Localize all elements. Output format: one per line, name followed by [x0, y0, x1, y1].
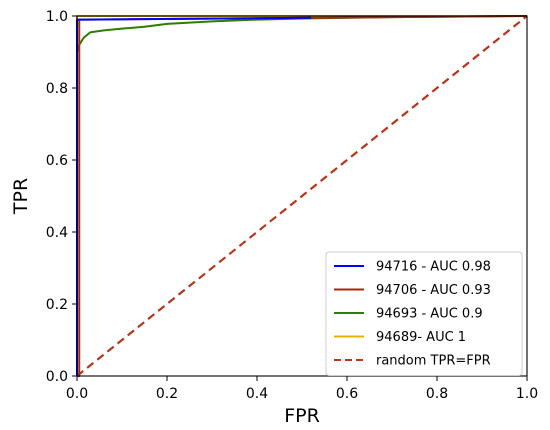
series-line: [76, 15, 528, 377]
x-tick-label: 0.2: [156, 386, 178, 402]
x-tick-label: 0.4: [246, 386, 268, 402]
legend-entry: 94693 - AUC 0.9: [334, 307, 483, 322]
legend-entry: random TPR=FPR: [334, 354, 491, 369]
legend-label: 94693 - AUC 0.9: [376, 307, 483, 322]
y-tick-label: 0.2: [46, 297, 68, 313]
legend-entry: 94716 - AUC 0.98: [334, 260, 491, 275]
y-tick-label: 0.4: [46, 225, 68, 241]
x-tick-label: 0.6: [336, 386, 358, 402]
x-tick-label: 0.8: [426, 386, 448, 402]
legend-entry: 94689- AUC 1: [334, 330, 466, 345]
plot-frame: [76, 15, 528, 377]
series-line: [76, 15, 528, 53]
legend-entry: 94706 - AUC 0.93: [334, 283, 491, 298]
y-axis-title: TPR: [10, 178, 32, 215]
y-tick-label: 0.8: [46, 81, 68, 97]
x-axis-title: FPR: [284, 405, 320, 427]
x-tick-label: 0.0: [66, 386, 88, 402]
axis-ticks: 0.0 0.2 0.4 0.6 0.8 1.0 0.0 0.2 0.4 0.6 0.8 1.0: [46, 9, 538, 402]
y-tick-label: 0.6: [46, 153, 68, 169]
legend-box: [325, 251, 523, 376]
y-tick-label: 0.0: [46, 369, 68, 385]
legend-label: 94689- AUC 1: [376, 330, 466, 345]
series-line: [76, 16, 312, 376]
legend-label: 94716 - AUC 0.98: [376, 260, 491, 275]
y-tick-label: 1.0: [46, 9, 68, 25]
legend-label: 94706 - AUC 0.93: [376, 283, 491, 298]
legend-label: random TPR=FPR: [376, 354, 491, 369]
x-tick-label: 1.0: [516, 386, 538, 402]
legend: 94716 - AUC 0.98 94706 - AUC 0.93 94693 - …: [325, 251, 523, 376]
